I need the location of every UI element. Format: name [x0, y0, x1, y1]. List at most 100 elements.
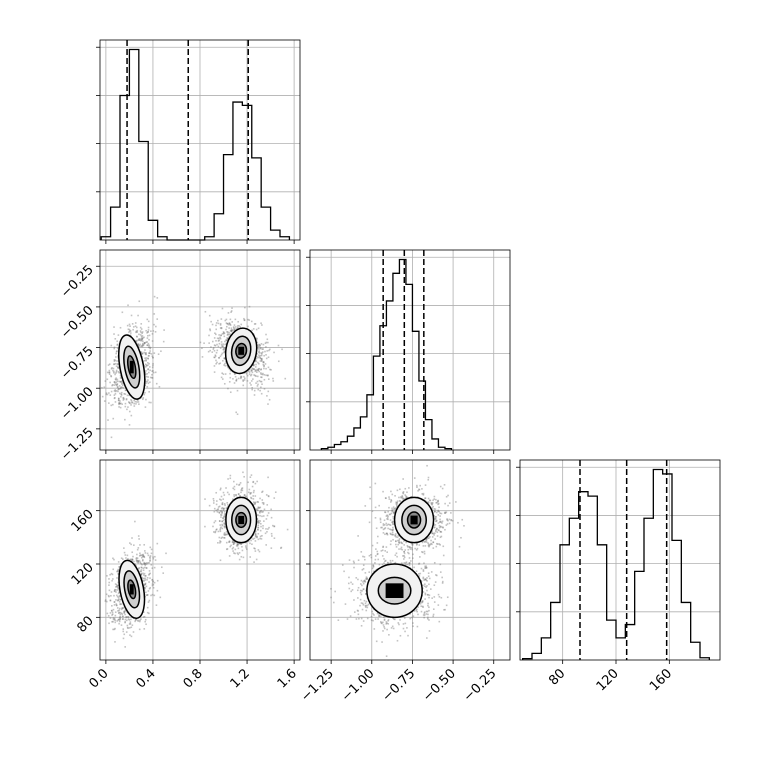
- scatter-point: [266, 514, 269, 517]
- scatter-point: [424, 578, 427, 581]
- scatter-point: [144, 552, 147, 554]
- scatter-point: [132, 328, 134, 331]
- scatter-point: [364, 572, 367, 574]
- scatter-point: [117, 366, 119, 368]
- scatter-point: [214, 354, 217, 357]
- scatter-point: [119, 603, 121, 606]
- scatter-point: [258, 511, 261, 513]
- scatter-point: [113, 628, 116, 631]
- scatter-point: [381, 641, 383, 643]
- scatter-point: [131, 401, 134, 404]
- scatter-point: [143, 563, 145, 565]
- scatter-point: [255, 328, 258, 331]
- scatter-point: [151, 583, 154, 585]
- scatter-point: [231, 329, 234, 331]
- scatter-point: [245, 495, 248, 498]
- scatter-point: [233, 542, 236, 544]
- scatter-point: [134, 400, 137, 403]
- scatter-point: [213, 337, 216, 339]
- scatter-point: [239, 542, 241, 545]
- scatter-point: [267, 341, 269, 344]
- scatter-point: [240, 491, 242, 494]
- scatter-point: [117, 388, 120, 390]
- scatter-point: [253, 502, 256, 504]
- scatter-point: [217, 322, 220, 325]
- scatter-point: [402, 627, 405, 630]
- scatter-point: [262, 361, 265, 364]
- scatter-point: [394, 534, 397, 537]
- scatter-point: [149, 586, 152, 589]
- scatter-point: [224, 373, 227, 375]
- scatter-point: [110, 344, 113, 347]
- scatter-point: [256, 507, 259, 510]
- scatter-point: [134, 563, 137, 566]
- scatter-point: [385, 623, 388, 625]
- scatter-point: [143, 583, 146, 586]
- scatter-point: [360, 617, 363, 620]
- scatter-point: [391, 531, 394, 534]
- scatter-point: [224, 357, 226, 359]
- scatter-point: [112, 628, 114, 631]
- scatter-point: [151, 340, 154, 342]
- scatter-point: [228, 541, 231, 543]
- scatter-point: [248, 373, 251, 376]
- scatter-point: [423, 585, 426, 587]
- scatter-point: [221, 307, 224, 310]
- scatter-point: [407, 551, 409, 554]
- scatter-point: [263, 520, 265, 522]
- scatter-point: [415, 549, 418, 551]
- scatter-point: [429, 536, 431, 538]
- scatter-point: [143, 342, 146, 344]
- scatter-point: [408, 562, 411, 565]
- scatter-point: [261, 511, 263, 513]
- scatter-point: [129, 325, 131, 327]
- scatter-point: [254, 547, 256, 550]
- scatter-point: [123, 610, 126, 613]
- scatter-point: [397, 622, 400, 624]
- scatter-point: [223, 382, 226, 385]
- scatter-point: [111, 605, 113, 607]
- scatter-point: [110, 375, 112, 377]
- scatter-point: [254, 550, 257, 552]
- scatter-point: [145, 375, 148, 378]
- scatter-point: [112, 620, 114, 623]
- scatter-point: [264, 363, 267, 365]
- scatter-point: [267, 512, 270, 514]
- scatter-point: [145, 380, 147, 383]
- scatter-point: [128, 323, 131, 326]
- scatter-point: [137, 619, 139, 622]
- scatter-point: [105, 392, 108, 394]
- scatter-point: [140, 573, 143, 575]
- scatter-point: [405, 495, 407, 498]
- scatter-point: [259, 347, 262, 349]
- y-tick-label: −1.25: [58, 425, 97, 464]
- scatter-point: [250, 497, 253, 500]
- scatter-point: [223, 348, 226, 350]
- scatter-point: [246, 497, 248, 499]
- scatter-point: [143, 589, 146, 591]
- scatter-point: [355, 618, 358, 620]
- density-contour: [225, 496, 258, 544]
- scatter-point: [226, 323, 229, 325]
- scatter-point: [151, 370, 153, 372]
- scatter-point: [254, 369, 257, 371]
- scatter-point: [219, 347, 222, 349]
- scatter-point: [262, 515, 265, 517]
- scatter-point: [111, 613, 114, 616]
- scatter-point: [121, 311, 124, 314]
- scatter-point: [123, 611, 126, 614]
- scatter-point: [261, 376, 263, 379]
- scatter-point: [243, 494, 246, 496]
- scatter-point: [121, 386, 123, 389]
- scatter-point: [214, 355, 217, 358]
- scatter-point: [142, 569, 145, 572]
- scatter-point: [267, 495, 270, 498]
- scatter-point: [250, 539, 252, 542]
- scatter-point: [128, 401, 130, 403]
- scatter-point: [381, 563, 384, 566]
- scatter-point: [250, 373, 253, 376]
- scatter-point: [266, 374, 269, 377]
- scatter-point: [141, 555, 144, 558]
- y-tick-label: 80: [75, 614, 97, 636]
- x-tick-label: −0.50: [420, 666, 459, 705]
